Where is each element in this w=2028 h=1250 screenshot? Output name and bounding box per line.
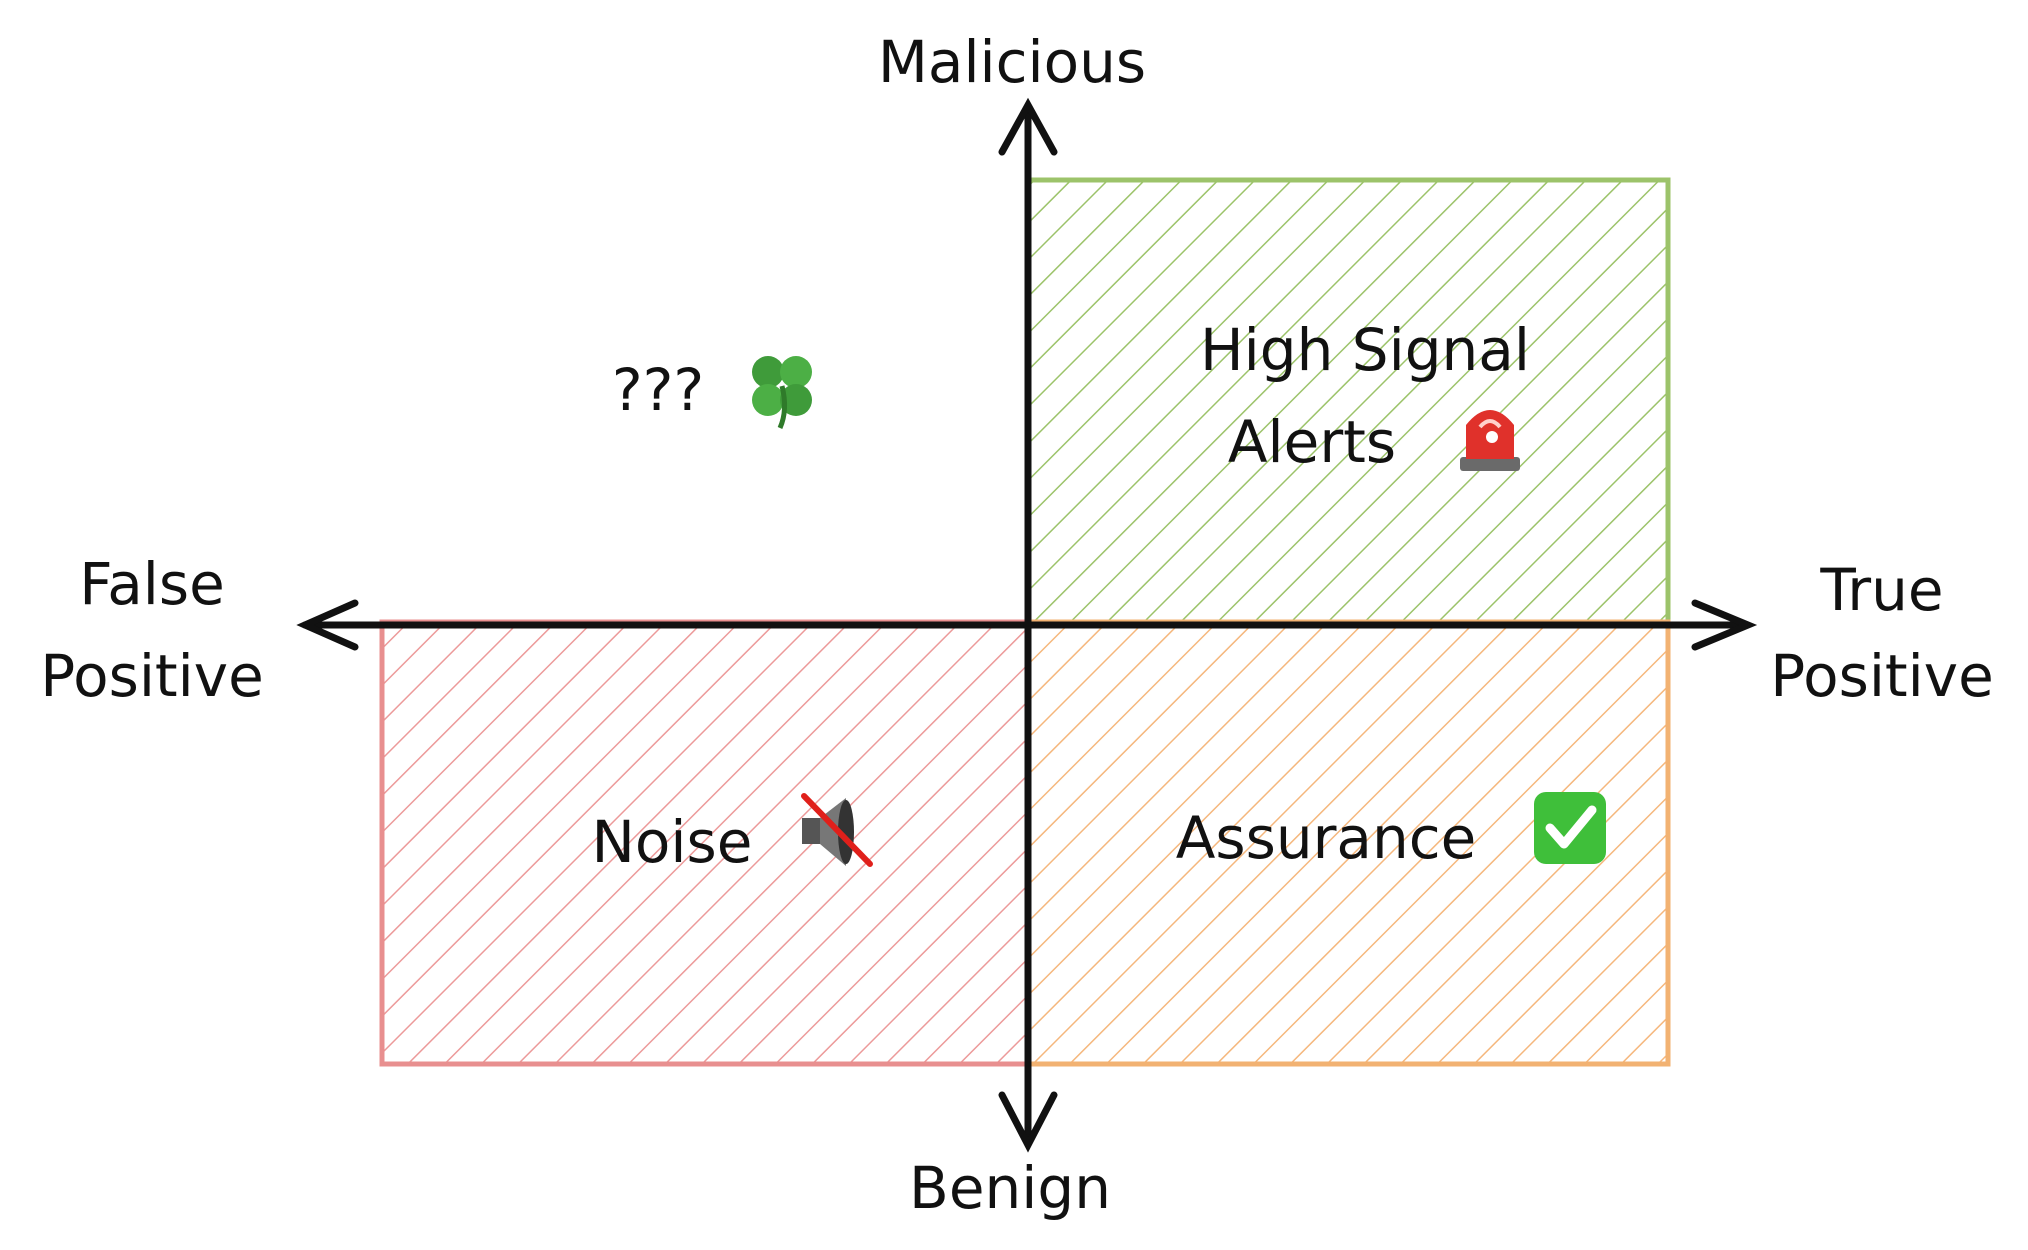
quadrant-high-signal-label: High Signal xyxy=(1200,316,1530,384)
quadrant-high-signal-region xyxy=(1025,177,1671,625)
four-leaf-clover-icon xyxy=(752,356,812,430)
axis-label-true: True xyxy=(1819,556,1943,624)
axis-label-benign: Benign xyxy=(909,1154,1111,1222)
quadrant-alerts-label: Alerts xyxy=(1228,408,1396,476)
quadrant-assurance-label: Assurance xyxy=(1176,804,1477,872)
axis-label-malicious: Malicious xyxy=(878,28,1146,96)
muted-speaker-icon xyxy=(801,793,873,867)
police-light-icon xyxy=(1460,410,1520,471)
horizontal-axis xyxy=(296,599,1758,651)
quadrant-noise-label: Noise xyxy=(592,808,753,876)
quadrant-unknown-label: ??? xyxy=(612,356,704,424)
axis-label-false: False xyxy=(79,550,225,618)
axis-label-false-positive: Positive xyxy=(40,642,264,710)
check-mark-button-icon xyxy=(1534,792,1606,864)
axis-label-true-positive: Positive xyxy=(1770,642,1994,710)
